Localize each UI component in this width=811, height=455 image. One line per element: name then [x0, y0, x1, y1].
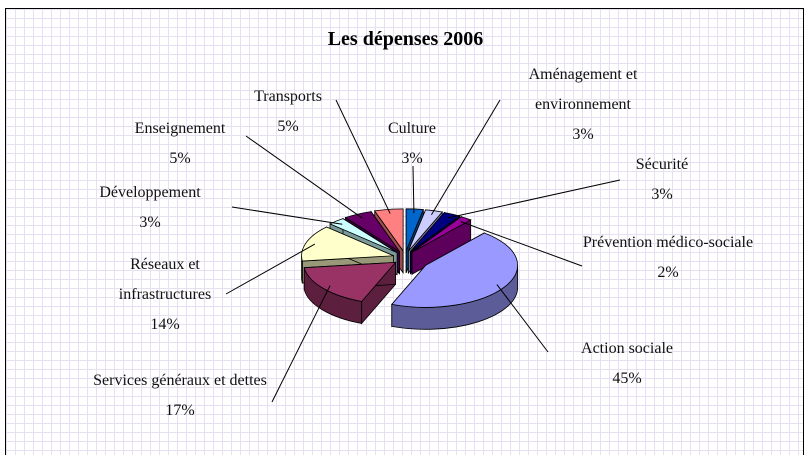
slice-label: Développement 3% — [75, 178, 225, 238]
category-label: Services généraux et dettes — [93, 372, 267, 389]
slice — [301, 226, 394, 262]
category-label: Prévention médico-sociale — [582, 234, 754, 251]
leader-line — [271, 285, 331, 403]
slice — [344, 211, 400, 252]
category-label: Action sociale — [581, 340, 673, 357]
category-label: Transports — [254, 88, 322, 105]
value-label: 3% — [572, 126, 594, 143]
value-label: 14% — [150, 316, 180, 333]
slice-label: Prévention médico-sociale 2% — [581, 228, 756, 288]
slice — [329, 218, 398, 253]
value-label: 3% — [139, 214, 161, 231]
slice-label: Enseignement 5% — [110, 114, 250, 174]
slice — [405, 208, 424, 251]
value-label: 5% — [169, 150, 191, 167]
slice — [410, 212, 461, 252]
leader-line — [225, 243, 316, 295]
leader-line — [496, 284, 549, 353]
value-label: 2% — [657, 264, 679, 281]
category-label: Sécurité — [635, 156, 689, 173]
category-label: Réseaux et infrastructures — [118, 256, 212, 303]
value-label: 3% — [401, 150, 423, 167]
category-label: Développement — [99, 184, 201, 201]
leader-line — [231, 206, 343, 225]
slice-label: Réseaux et infrastructures 14% — [100, 250, 230, 340]
category-label: Culture — [388, 120, 436, 137]
leader-line — [412, 165, 415, 214]
slice-label: Culture 3% — [367, 114, 457, 174]
category-label: Aménagement et environnement — [528, 66, 638, 113]
slice-label: Sécurité 3% — [612, 150, 712, 210]
value-label: 17% — [165, 402, 195, 419]
category-label: Enseignement — [134, 120, 226, 137]
leader-line — [431, 99, 501, 216]
value-label: 45% — [612, 370, 642, 387]
value-label: 3% — [651, 186, 673, 203]
leader-line — [335, 99, 391, 214]
leader-line — [245, 135, 363, 219]
chart-frame — [5, 8, 804, 455]
slice — [303, 261, 397, 302]
slice — [391, 232, 519, 308]
value-label: 5% — [277, 118, 299, 135]
slice-label: Transports 5% — [233, 82, 343, 142]
slice-label: Action sociale 45% — [557, 334, 697, 394]
chart-title: Les dépenses 2006 — [327, 28, 484, 50]
slice-label: Aménagement et environnement 3% — [498, 60, 668, 150]
slice-label: Services généraux et dettes 17% — [80, 366, 280, 426]
leader-line — [460, 221, 583, 267]
leader-line — [447, 179, 621, 219]
slice — [411, 216, 472, 253]
